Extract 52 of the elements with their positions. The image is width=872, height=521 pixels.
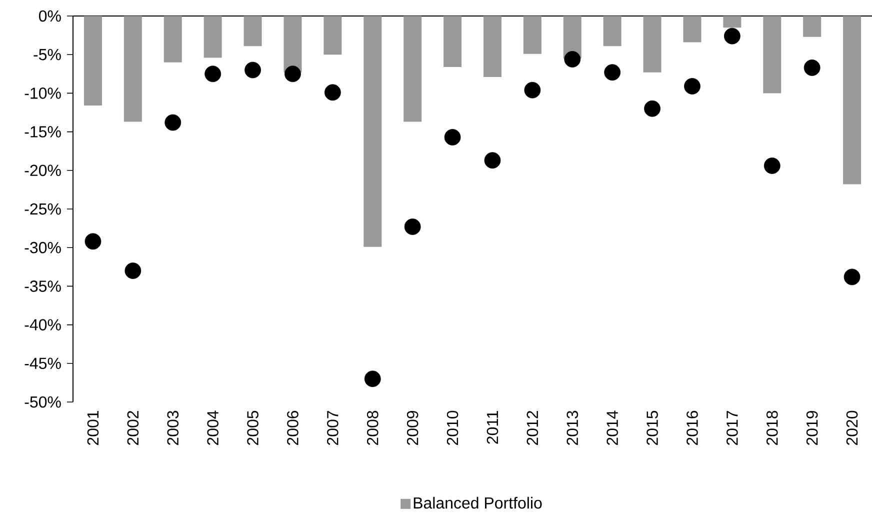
x-tick-label: 2014 bbox=[606, 410, 618, 445]
x-tick-label: 2007 bbox=[327, 411, 338, 445]
point bbox=[444, 129, 461, 146]
x-tick-label: 2017 bbox=[726, 411, 738, 445]
y-tick-label: -5% bbox=[34, 48, 61, 60]
x-tick-label: 2009 bbox=[406, 410, 418, 445]
x-tick-label: 2016 bbox=[686, 410, 698, 445]
x-tick-label: 2003 bbox=[167, 410, 179, 445]
y-tick-label: -45% bbox=[24, 358, 61, 370]
point bbox=[244, 62, 261, 78]
x-tick-label: 2011 bbox=[486, 410, 498, 444]
point bbox=[324, 84, 341, 101]
point bbox=[804, 60, 820, 76]
x-tick-label: 2015 bbox=[646, 410, 658, 445]
x-tick-label: 2008 bbox=[366, 410, 378, 445]
point bbox=[524, 82, 541, 98]
x-tick-label: 2002 bbox=[127, 411, 139, 445]
point bbox=[484, 152, 501, 169]
point bbox=[404, 218, 421, 235]
x-tick-label: 2019 bbox=[806, 410, 818, 445]
x-tick-label: 2020 bbox=[846, 410, 858, 445]
x-tick-label: 2018 bbox=[766, 410, 778, 445]
point bbox=[764, 158, 780, 174]
y-tick-label: -30% bbox=[24, 242, 61, 254]
y-tick-label: -50% bbox=[24, 396, 61, 408]
point bbox=[124, 262, 142, 279]
x-tick-label: 2004 bbox=[207, 410, 218, 445]
x-tick-label: 2006 bbox=[287, 410, 298, 445]
point bbox=[364, 370, 381, 388]
y-tick-label: 0% bbox=[38, 10, 61, 22]
x-tick-label: 2010 bbox=[446, 410, 458, 445]
point bbox=[84, 233, 102, 250]
x-tick-label: 2005 bbox=[247, 410, 258, 445]
point bbox=[564, 51, 581, 68]
point bbox=[284, 66, 301, 82]
x-tick-label: 2001 bbox=[87, 410, 99, 445]
y-tick-label: -10% bbox=[24, 88, 61, 99]
y-tick-label: -35% bbox=[24, 280, 61, 292]
y-tick-label: -40% bbox=[24, 319, 61, 330]
point bbox=[724, 28, 740, 44]
point bbox=[604, 64, 621, 81]
point bbox=[684, 78, 700, 94]
point bbox=[644, 100, 660, 117]
x-tick-label: 2012 bbox=[526, 411, 538, 445]
point bbox=[844, 268, 860, 286]
point bbox=[204, 66, 222, 82]
y-tick-label: -15% bbox=[24, 126, 61, 138]
x-tick-label: 2013 bbox=[566, 410, 578, 445]
point bbox=[164, 114, 182, 131]
y-tick-label: -20% bbox=[24, 164, 61, 176]
y-tick-label: -25% bbox=[24, 203, 61, 215]
legend-label: Balanced Portfolio bbox=[414, 496, 542, 509]
